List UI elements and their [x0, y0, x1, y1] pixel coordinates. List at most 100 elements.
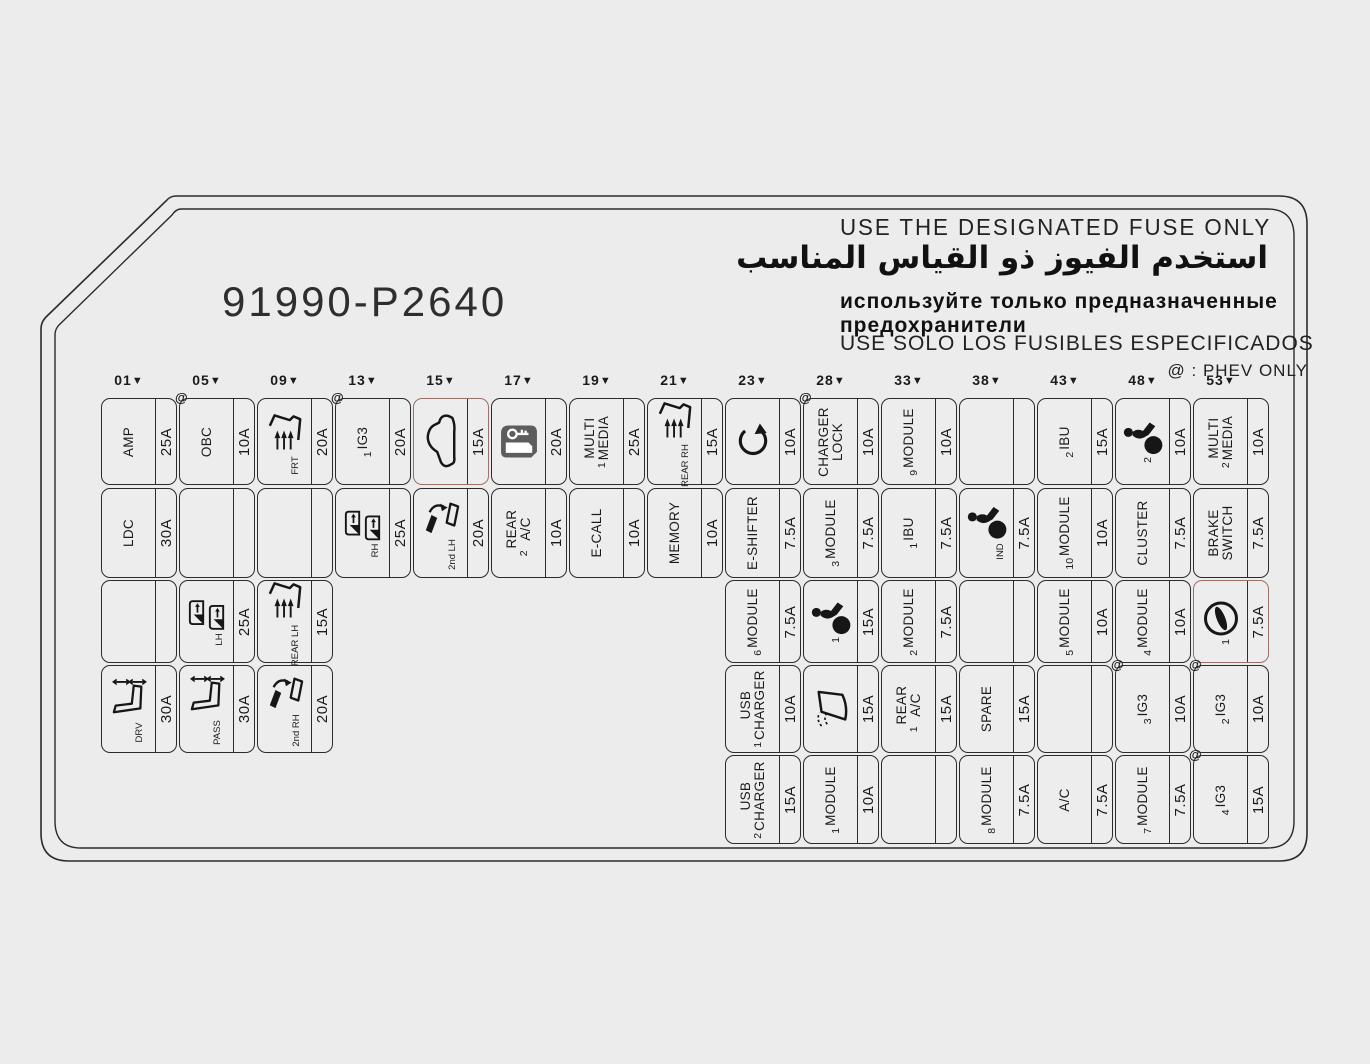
down-arrow-icon: ▼ [443, 375, 456, 387]
fuse-cell-09-row1: FRT 20A [257, 398, 333, 485]
fuse-amp-rating: 20A [313, 694, 331, 724]
fuse-amp-rating: 20A [469, 518, 487, 548]
column-number: 17 [504, 372, 522, 388]
fuse-cell-38-row3 [959, 580, 1035, 663]
fuse-amp-rating: 7.5A [1093, 783, 1111, 816]
fuse-cell-28-row3: 1 15A [803, 580, 879, 663]
fuse-cell-33-row5 [881, 755, 957, 844]
fuse-index-superscript: 2 [1063, 451, 1076, 458]
fuse-cell-48-row1: 2 10A [1115, 398, 1191, 485]
down-arrow-icon: ▼ [1067, 375, 1080, 387]
fuse-label: 10 MODULE [1038, 489, 1092, 577]
fuse-name: MODULE [1134, 765, 1150, 826]
fuse-amp-rating: 25A [157, 427, 175, 456]
fuse-cell-48-row3: 4 MODULE 10A [1115, 580, 1191, 663]
fuse-name: IG3 [1134, 693, 1150, 717]
fuse-cell-23-row2: E-SHIFTER 7.5A [725, 488, 801, 578]
fuse-amp-rating [156, 581, 176, 662]
fuse-amp-rating: 10A [1093, 518, 1111, 548]
phev-only-symbol: @ [1189, 747, 1202, 762]
fuse-amp-rating [936, 756, 956, 843]
empty-fuse-slot [1038, 666, 1092, 752]
down-arrow-icon: ▼ [521, 375, 534, 387]
fuse-amp-rating: 10A [859, 785, 877, 814]
column-header-21: 21▼ [645, 372, 705, 388]
fuse-amp-rating: 25A [235, 607, 253, 636]
fuse-amp-rating: 10A [937, 427, 955, 456]
empty-fuse-slot [102, 581, 156, 662]
fuse-label: 9 MODULE [882, 399, 936, 484]
fuse-name: BRAKE SWITCH [1205, 505, 1235, 561]
empty-fuse-slot [258, 489, 312, 577]
fuse-index-superscript: 1 [907, 542, 920, 549]
fuse-name: MODULE [822, 499, 838, 559]
fuse-sub-label: FRT [289, 455, 301, 475]
fuse-label: 6 MODULE [726, 581, 780, 662]
airbag-icon [966, 506, 1008, 540]
fuse-index-superscript: 1 [1219, 638, 1232, 645]
fuse-label: OBC [180, 399, 234, 484]
fuse-amp-rating: 15A [1093, 427, 1111, 456]
fuse-amp-rating: 10A [235, 427, 253, 456]
column-header-28: 28▼ [801, 372, 861, 388]
column-header-23: 23▼ [723, 372, 783, 388]
phev-only-note: @ : PHEV ONLY [1167, 361, 1308, 380]
fuse-cell-33-row2: 1 IBU 7.5A [881, 488, 957, 578]
fuse-amp-rating: 15A [781, 785, 799, 814]
fuse-amp-rating: 30A [157, 694, 175, 724]
fuse-cell-53-row4: 2 IG3 10A @ [1189, 658, 1269, 753]
power-seat-icon [111, 676, 147, 720]
fuse-label: DRV [102, 666, 156, 752]
empty-fuse-slot [960, 399, 1014, 484]
fuse-cell-09-row2 [257, 488, 333, 578]
fuse-cell-21-row2: MEMORY 10A [647, 488, 723, 578]
fuse-name: MODULE [1134, 587, 1150, 648]
down-arrow-icon: ▼ [131, 375, 144, 387]
fuse-cell-17-row2: 2 REAR A/C 10A [491, 488, 567, 578]
fuse-cell-48-row2: CLUSTER 7.5A [1115, 488, 1191, 578]
fuse-label: 1 IG3 [336, 399, 390, 484]
fuse-amp-rating: 20A [313, 427, 331, 456]
power-window-icon [187, 598, 227, 630]
fuse-cell-01-row1: AMP 25A [101, 398, 177, 485]
fuse-sub-label: 2nd LH [446, 539, 458, 570]
fuse-cell-53-row1: 2 MULTI MEDIA 10A [1193, 398, 1269, 485]
fuse-name: IG3 [1212, 693, 1228, 717]
fuse-label: 1 [1194, 581, 1248, 662]
column-number: 48 [1128, 372, 1146, 388]
fuse-name: IG3 [354, 426, 370, 449]
fuse-amp-rating: 7.5A [859, 516, 877, 550]
fuse-label: 2 IBU [1038, 399, 1092, 484]
power-window-icon [343, 509, 383, 541]
fuse-index-superscript: 1 [829, 636, 842, 643]
fuse-label: 2 [1116, 399, 1170, 484]
car-icon [424, 413, 458, 471]
column-number: 23 [738, 372, 756, 388]
fuse-amp-rating [234, 489, 254, 577]
fuse-cell-19-row1: 1 MULTI MEDIA 25A [569, 398, 645, 485]
fuse-cell-23-row5: 2 USB CHARGER 15A [725, 755, 801, 844]
fuse-cell-13-row1: 1 IG3 20A @ [331, 391, 411, 485]
notice-spanish: USE SOLO LOS FUSIBLES ESPECIFICADOS [840, 332, 1314, 355]
fuse-name: CHARGER LOCK [815, 406, 845, 477]
empty-fuse-slot [882, 756, 936, 843]
fuse-name: MODULE [822, 765, 838, 826]
fuse-name: USB CHARGER [737, 760, 767, 831]
fuse-name: MODULE [1056, 587, 1072, 648]
fuse-amp-rating: 10A [1171, 427, 1189, 456]
rotate-arrow-icon [734, 423, 772, 461]
fuse-index-superscript: 2 [1141, 456, 1154, 463]
column-number: 09 [270, 372, 288, 388]
fuse-name: IBU [900, 517, 916, 541]
phev-only-symbol: @ [1189, 657, 1202, 672]
fuse-amp-rating: 10A [625, 518, 643, 548]
part-number: 91990-P2640 [222, 278, 508, 325]
fuse-label [804, 666, 858, 752]
fuse-cell-38-row2: IND 7.5A [959, 488, 1035, 578]
down-arrow-icon: ▼ [599, 375, 612, 387]
fuse-index-superscript: 1 [595, 461, 608, 468]
key-lock-icon [499, 425, 539, 459]
fuse-amp-rating: 10A [1171, 694, 1189, 724]
fuse-amp-rating: 15A [859, 694, 877, 724]
empty-fuse-slot [960, 581, 1014, 662]
